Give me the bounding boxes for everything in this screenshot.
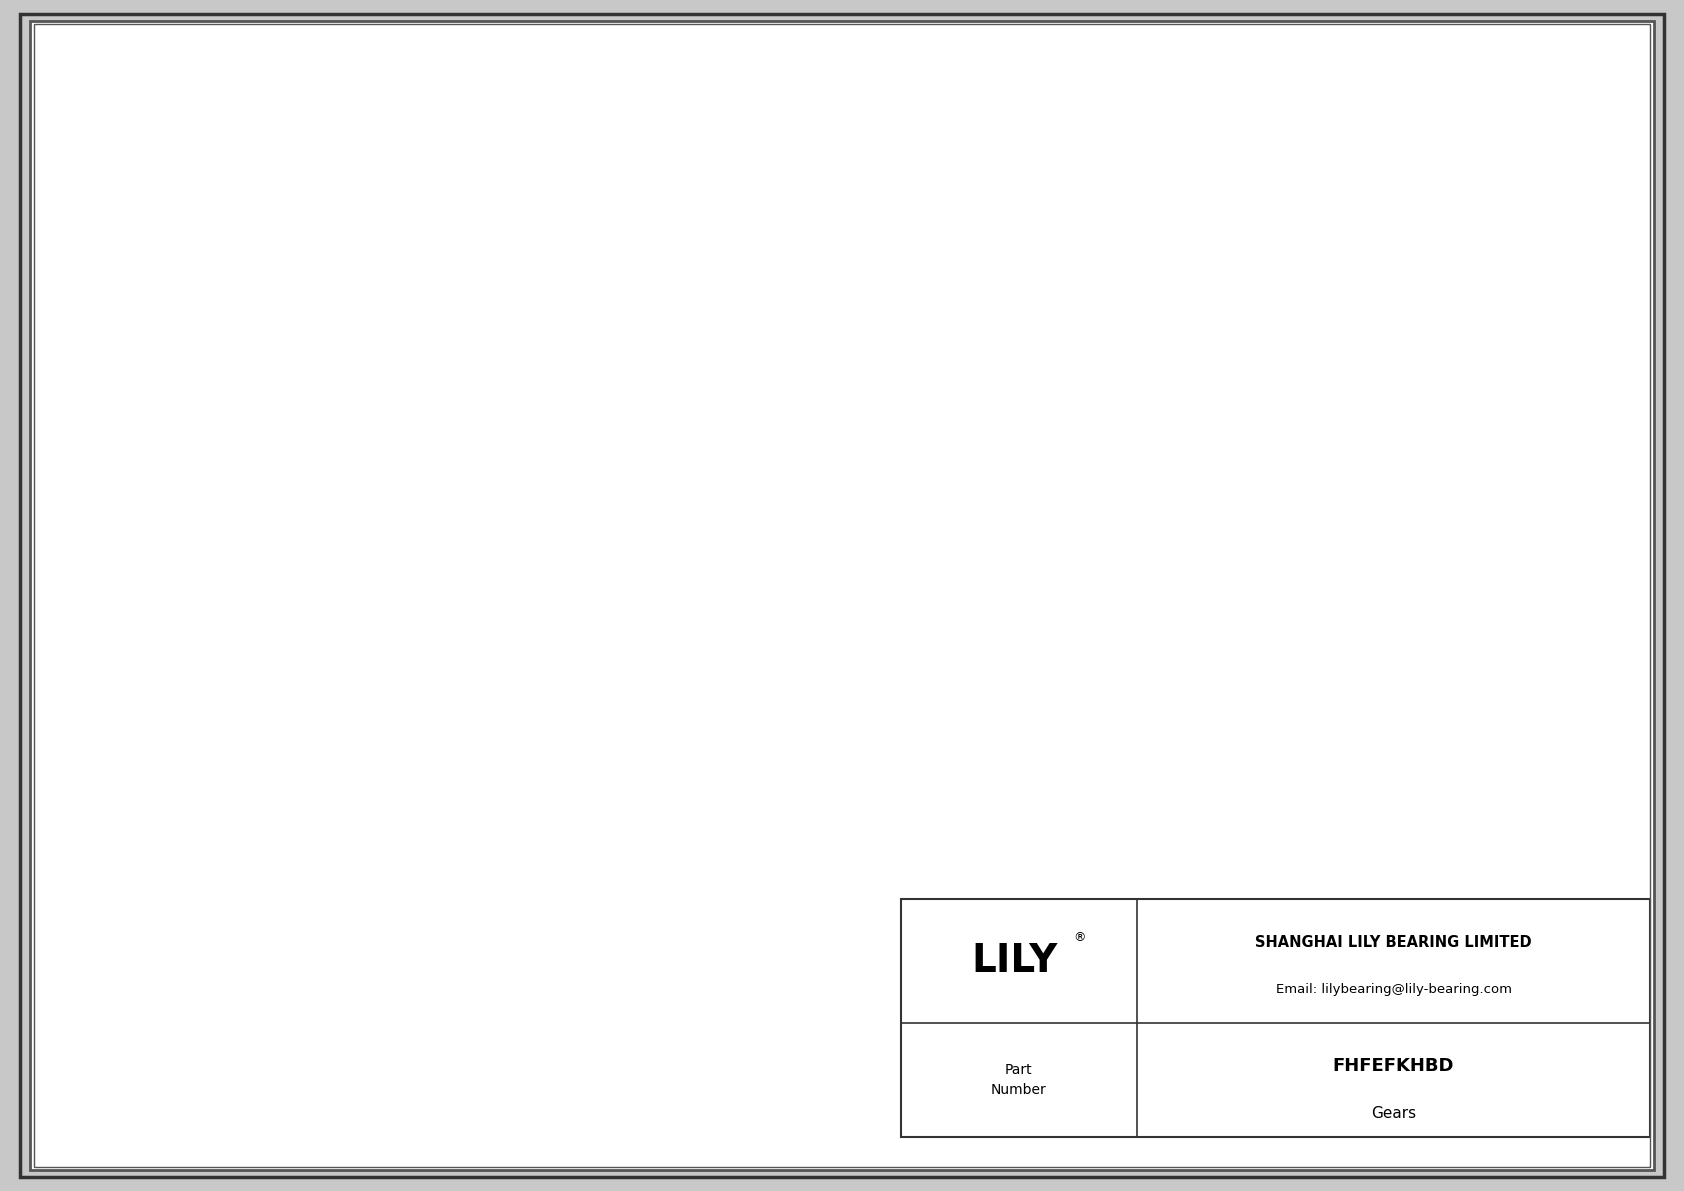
Text: ®: ® xyxy=(1073,931,1086,943)
Text: Ø15mm: Ø15mm xyxy=(492,836,547,849)
Text: 34mm: 34mm xyxy=(918,429,962,443)
Text: Ø125mm: Ø125mm xyxy=(416,220,480,235)
Ellipse shape xyxy=(1216,225,1596,434)
Text: Pitch Diameter: Pitch Diameter xyxy=(396,269,500,283)
Text: Part
Number: Part Number xyxy=(990,1064,1047,1097)
Text: SHANGHAI LILY BEARING LIMITED: SHANGHAI LILY BEARING LIMITED xyxy=(1255,935,1532,949)
Ellipse shape xyxy=(1384,317,1428,341)
Ellipse shape xyxy=(1330,287,1482,370)
Text: 14mm: 14mm xyxy=(982,449,1026,463)
Text: LILY: LILY xyxy=(972,942,1058,980)
Text: 132.5mm: 132.5mm xyxy=(485,175,552,189)
Text: Gears: Gears xyxy=(1371,1106,1416,1121)
Text: Number of teeth: 50: Number of teeth: 50 xyxy=(935,825,1127,880)
Text: Ø55mm: Ø55mm xyxy=(1059,643,1115,656)
Text: FHFEFKHBD: FHFEFKHBD xyxy=(1332,1056,1455,1075)
Text: Email: lilybearing@lily-bearing.com: Email: lilybearing@lily-bearing.com xyxy=(1275,984,1512,996)
